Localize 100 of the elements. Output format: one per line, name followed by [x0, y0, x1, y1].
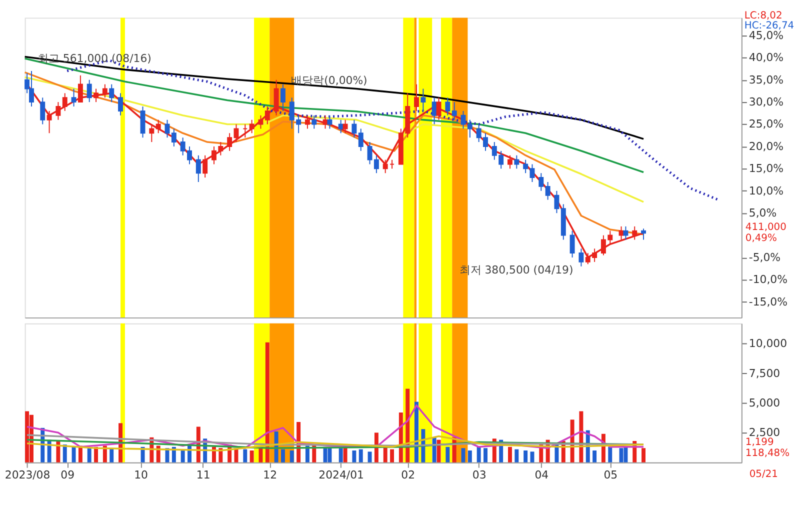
candlestick — [632, 226, 638, 240]
bar — [619, 448, 624, 462]
x-tick-label: 2024/01 — [318, 468, 364, 482]
bar — [265, 342, 270, 462]
x-tick-label: 04 — [534, 468, 549, 482]
candlestick — [436, 97, 442, 120]
bar — [368, 452, 372, 462]
candlestick — [545, 182, 550, 200]
candlestick — [382, 159, 388, 174]
x-tick-label: 10 — [134, 468, 148, 482]
candlestick — [530, 164, 535, 182]
text: 0,49% — [745, 233, 777, 244]
bar — [383, 446, 388, 462]
candlestick — [196, 154, 201, 182]
candlestick — [554, 190, 560, 214]
bar — [156, 446, 160, 462]
candlestick — [460, 110, 466, 130]
x-tick-label: 09 — [60, 468, 75, 482]
y-tick-label: 5,000 — [748, 396, 780, 410]
y-tick-label: 20,0% — [748, 140, 784, 153]
bar — [530, 452, 534, 462]
bar — [352, 450, 356, 462]
bar — [102, 446, 107, 462]
bar — [592, 450, 597, 462]
bar — [624, 446, 628, 462]
bar — [290, 450, 294, 462]
bar — [25, 411, 30, 462]
candlestick — [358, 128, 364, 152]
line-series — [24, 56, 644, 140]
y-tick-label: -5,0% — [748, 250, 781, 264]
candlestick — [94, 88, 99, 103]
candlestick — [156, 119, 161, 134]
candlestick — [249, 119, 254, 134]
y-tick-label: 15,0% — [748, 162, 784, 176]
bar — [642, 448, 646, 462]
candlestick — [71, 88, 76, 108]
text: 411,000 — [745, 222, 786, 234]
candlestick — [140, 106, 146, 138]
text: LC:8,02 — [744, 10, 782, 22]
candlestick — [40, 97, 46, 125]
bar — [280, 449, 285, 462]
candlestick — [452, 102, 457, 120]
candlestick — [227, 132, 232, 152]
y-tick-label: 5,0% — [748, 206, 777, 220]
x-tick-label: 2023/08 — [4, 468, 50, 482]
candlestick — [118, 92, 123, 116]
candlestick — [514, 154, 520, 170]
candlestick — [149, 124, 154, 143]
bar — [87, 448, 92, 462]
candlestick — [171, 128, 176, 147]
y-tick-label: 35,0% — [748, 73, 784, 86]
bar — [243, 449, 248, 462]
candlestick — [342, 119, 348, 134]
candlestick — [312, 114, 317, 130]
bar — [406, 388, 410, 462]
candlestick — [414, 84, 419, 112]
candlestick — [538, 172, 544, 192]
candlestick — [280, 84, 286, 112]
bar — [72, 446, 76, 462]
x-tick-label: 11 — [196, 468, 210, 482]
candlestick — [62, 92, 68, 112]
y-tick-label: 10,000 — [748, 337, 788, 350]
candlestick — [264, 106, 270, 125]
bar — [476, 446, 481, 462]
text: 118,48% — [745, 448, 790, 460]
line-series — [24, 71, 644, 236]
line-series — [26, 435, 644, 452]
y-tick-label: 40,0% — [748, 51, 784, 64]
bar — [608, 446, 612, 462]
candlestick — [420, 88, 426, 112]
bar — [508, 446, 512, 462]
x-tick-label: 02 — [401, 468, 416, 482]
bar — [338, 448, 343, 462]
y-tick-label: 25,0% — [748, 118, 784, 131]
line-series — [24, 76, 644, 203]
candlestick — [623, 226, 628, 240]
x-tick-label: 03 — [472, 468, 486, 482]
candlestick — [578, 248, 584, 267]
candlestick — [109, 84, 114, 103]
y-tick-label: 7,500 — [748, 366, 780, 380]
candlestick — [352, 119, 357, 138]
y-tick-label: -10,0% — [748, 273, 788, 286]
candlestick — [432, 97, 437, 125]
line-series — [26, 404, 644, 449]
candlestick — [507, 154, 512, 170]
bar — [514, 449, 519, 462]
y-tick-label: 10,0% — [748, 184, 784, 198]
candlestick — [304, 114, 310, 130]
bar — [250, 450, 254, 462]
bar — [343, 446, 348, 462]
y-tick-label: 30,0% — [748, 96, 784, 109]
bar — [328, 448, 332, 462]
candlestick — [570, 230, 575, 258]
candlestick — [202, 154, 208, 178]
candlestick — [234, 124, 239, 143]
candlestick — [258, 114, 264, 130]
bar — [484, 448, 488, 462]
candlestick — [467, 119, 472, 138]
bar — [446, 446, 450, 462]
candlestick — [327, 114, 332, 130]
